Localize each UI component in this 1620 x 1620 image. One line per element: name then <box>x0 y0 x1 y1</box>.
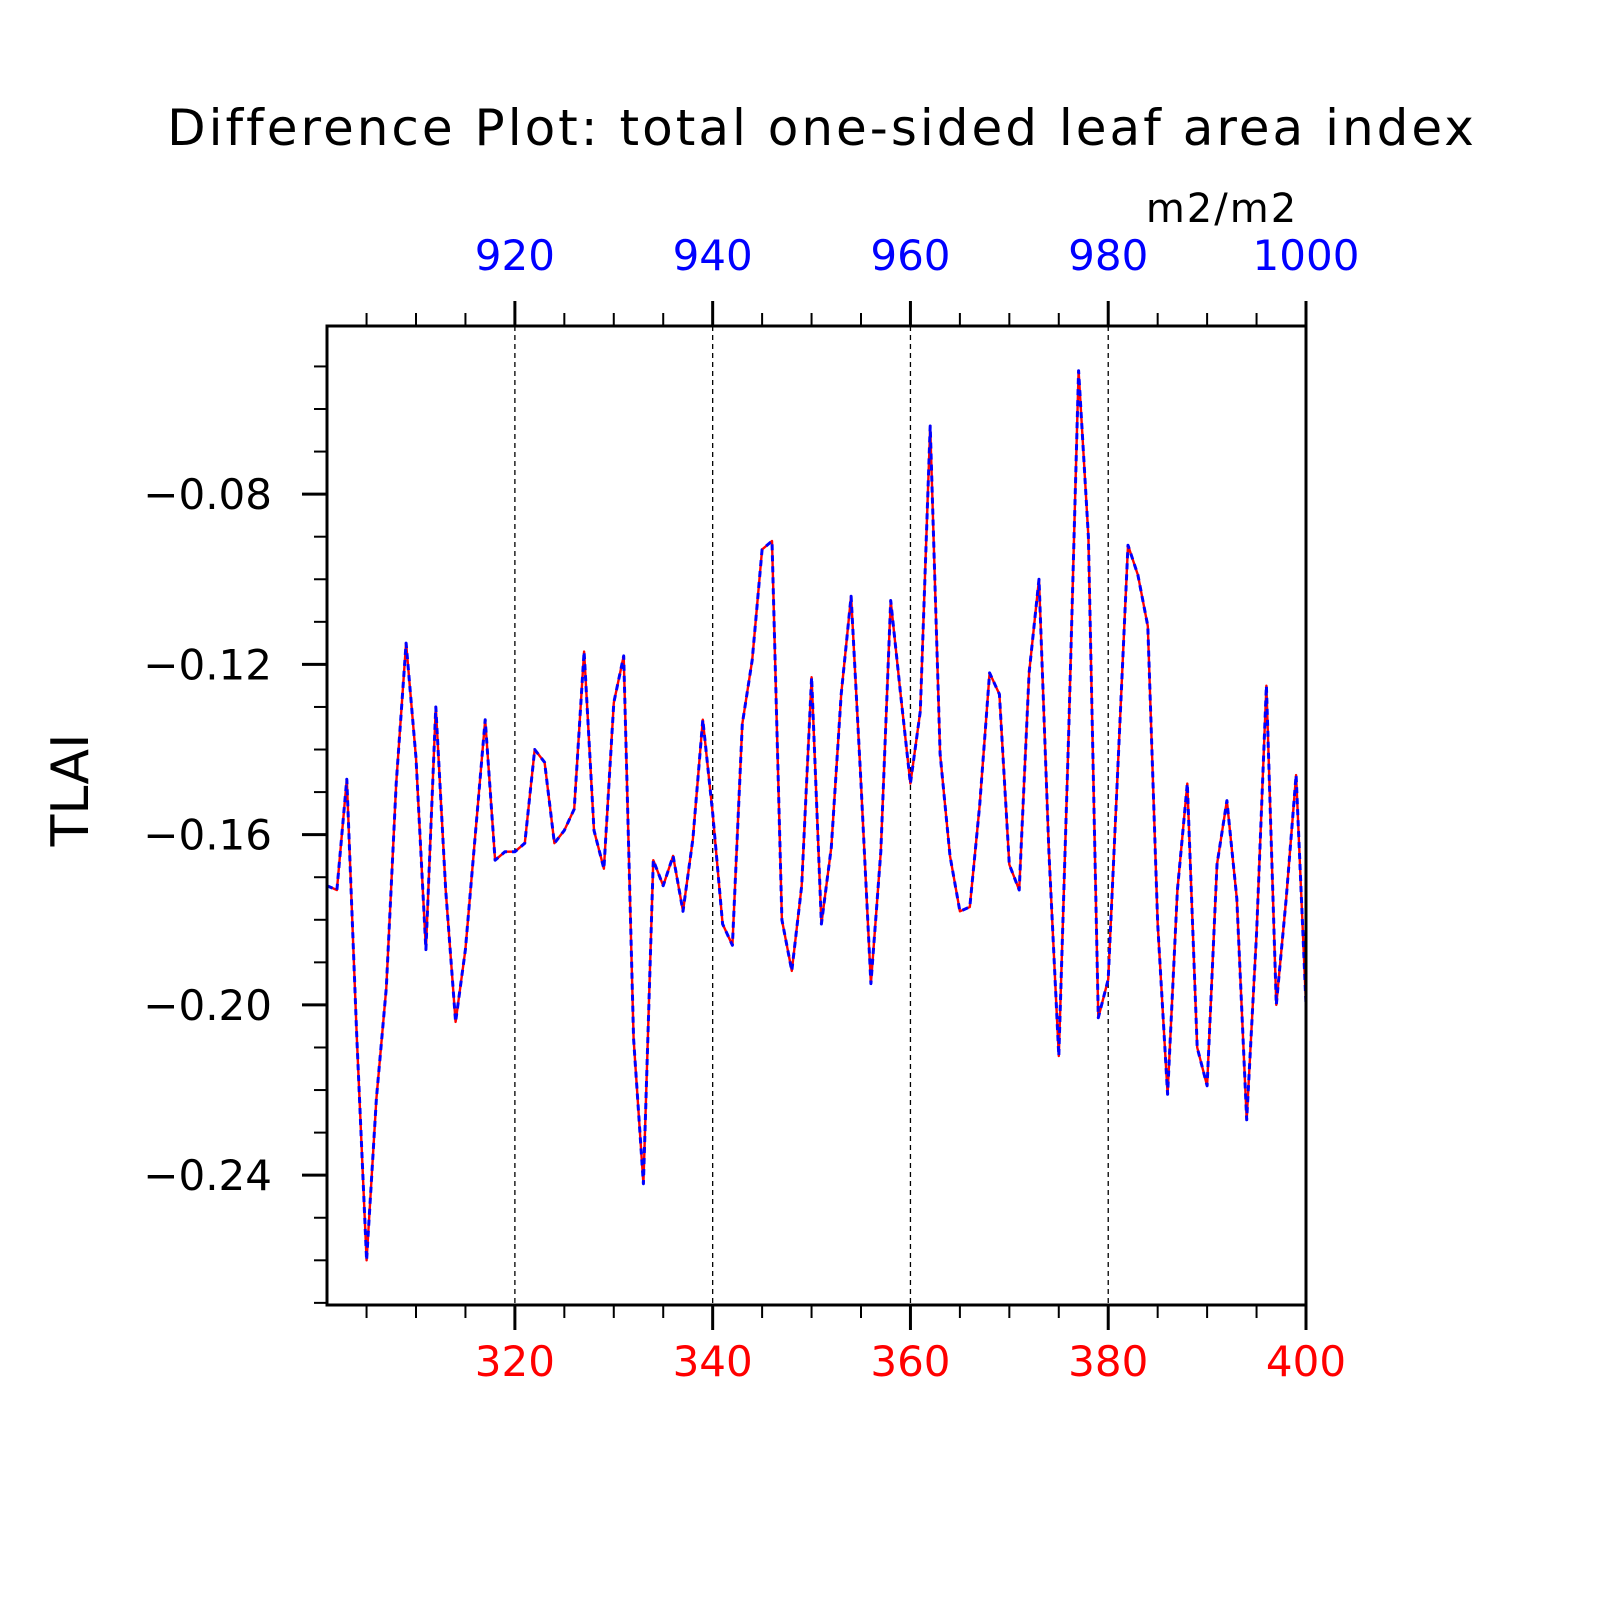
x-bottom-tick-label: 320 <box>475 1337 555 1386</box>
y-tick-label: −0.12 <box>143 640 272 689</box>
x-top-tick-label: 940 <box>673 231 753 280</box>
x-bottom-tick-label: 360 <box>870 1337 950 1386</box>
x-bottom-tick-label: 380 <box>1068 1337 1148 1386</box>
y-tick-label: −0.20 <box>143 981 272 1030</box>
units-label: m2/m2 <box>1146 186 1298 232</box>
y-tick-label: −0.08 <box>143 470 272 519</box>
x-top-tick-label: 960 <box>870 231 950 280</box>
chart-title: Difference Plot: total one-sided leaf ar… <box>167 99 1477 157</box>
x-top-tick-label: 920 <box>475 231 555 280</box>
axis-ticks <box>302 301 1308 1330</box>
tick-labels: 320 340 360 380 400 920 940 960 980 1000 −0.08 −0.1… <box>143 231 1359 1386</box>
x-top-tick-label: 1000 <box>1253 231 1360 280</box>
plot-frame <box>325 324 1308 1307</box>
x-bottom-tick-label: 400 <box>1266 1337 1346 1386</box>
series-layer <box>326 369 1308 1262</box>
series-line-blue <box>326 369 1308 1262</box>
x-top-tick-label: 980 <box>1068 231 1148 280</box>
y-tick-label: −0.24 <box>143 1151 272 1200</box>
y-axis-label: TLAI <box>41 734 101 848</box>
x-bottom-tick-label: 340 <box>673 1337 753 1386</box>
grid-lines <box>514 326 1109 1305</box>
y-tick-label: −0.16 <box>143 811 272 860</box>
